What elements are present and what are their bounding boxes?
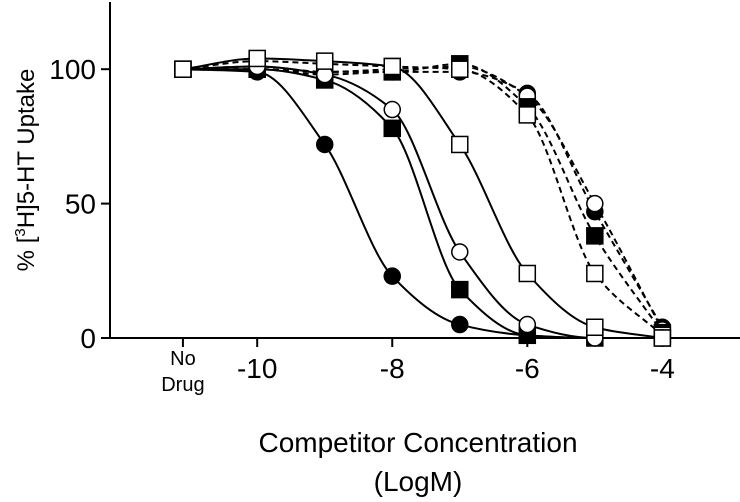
y-tick-label: 50: [65, 189, 96, 220]
x-axis-label: Competitor Concentration: [258, 427, 577, 458]
y-axis-label: % [3H]5-HT Uptake: [12, 69, 40, 272]
marker: [586, 227, 604, 245]
marker: [451, 243, 469, 261]
marker: [653, 329, 672, 347]
marker: [248, 49, 266, 68]
marker: [174, 60, 192, 78]
marker: [451, 135, 469, 154]
marker: [518, 315, 537, 334]
marker: [383, 100, 402, 119]
y-tick-label: 0: [80, 323, 96, 354]
marker: [518, 106, 537, 124]
marker: [586, 318, 604, 336]
marker: [383, 119, 402, 138]
marker: [315, 52, 334, 70]
x-tick-label: -10: [237, 353, 277, 384]
x-axis-label: (LogM): [374, 466, 463, 497]
marker: [451, 60, 469, 78]
x-tick-label: -4: [650, 353, 675, 384]
marker: [518, 264, 537, 283]
x-tick-label: -8: [380, 353, 405, 384]
marker: [586, 264, 604, 283]
marker: [383, 57, 402, 76]
x-tick-label: -6: [515, 353, 540, 384]
curve: [182, 65, 664, 331]
marker: [451, 280, 469, 299]
y-tick-label: 100: [49, 54, 96, 85]
marker: [586, 194, 604, 213]
marker: [383, 267, 402, 285]
curve: [182, 65, 663, 340]
curve: [182, 57, 663, 339]
marker: [451, 315, 469, 334]
marker: [315, 135, 334, 154]
x-tick-label: No Drug: [161, 348, 205, 396]
